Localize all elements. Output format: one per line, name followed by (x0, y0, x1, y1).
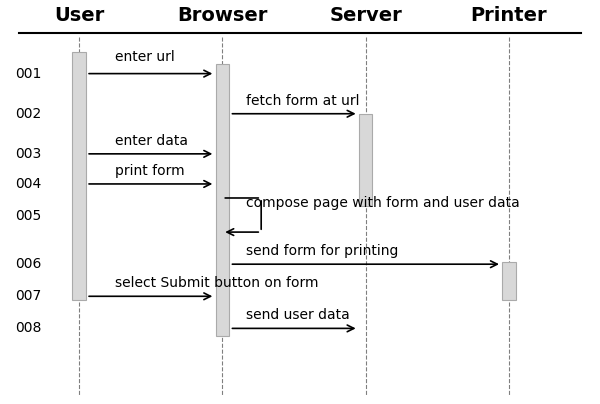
Text: 004: 004 (15, 177, 41, 191)
Text: fetch form at url: fetch form at url (246, 94, 360, 108)
Text: Printer: Printer (471, 6, 547, 25)
Text: Server: Server (329, 6, 402, 25)
Text: 003: 003 (15, 147, 41, 161)
Text: Browser: Browser (177, 6, 268, 25)
Text: send user data: send user data (246, 308, 350, 322)
Text: User: User (54, 6, 104, 25)
Text: 001: 001 (15, 67, 41, 81)
Text: send form for printing: send form for printing (246, 244, 398, 258)
Text: 005: 005 (15, 209, 41, 223)
FancyBboxPatch shape (216, 63, 229, 337)
Text: print form: print form (115, 164, 184, 178)
Text: 007: 007 (15, 289, 41, 303)
FancyBboxPatch shape (359, 114, 372, 206)
Text: enter url: enter url (115, 50, 175, 63)
FancyBboxPatch shape (502, 262, 515, 300)
Text: enter data: enter data (115, 134, 188, 148)
FancyBboxPatch shape (73, 52, 86, 300)
Text: compose page with form and user data: compose page with form and user data (246, 196, 520, 210)
Text: 008: 008 (15, 322, 41, 335)
Text: 002: 002 (15, 107, 41, 121)
Text: select Submit button on form: select Submit button on form (115, 276, 319, 290)
Text: 006: 006 (15, 257, 41, 271)
